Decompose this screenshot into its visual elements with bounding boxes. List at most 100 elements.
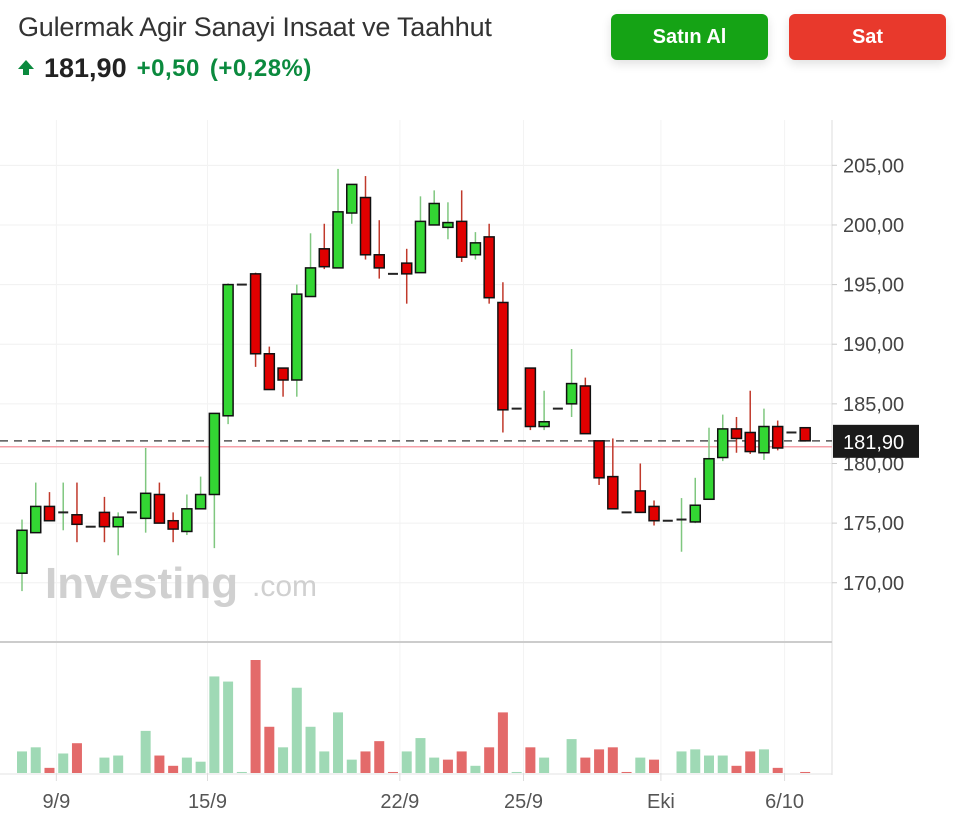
candle-body bbox=[483, 236, 495, 299]
candle-body bbox=[71, 514, 83, 526]
x-tick-label: 15/9 bbox=[188, 791, 227, 813]
last-price-label: 181,90 bbox=[843, 432, 904, 454]
candle bbox=[222, 283, 234, 425]
candle-body bbox=[43, 505, 56, 522]
candle-body bbox=[730, 428, 743, 440]
volume-bar bbox=[360, 751, 371, 773]
volume-bar bbox=[635, 757, 646, 773]
candle-body bbox=[689, 504, 702, 523]
candle-body bbox=[277, 367, 289, 381]
candle-body bbox=[565, 382, 578, 405]
volume-bar bbox=[731, 765, 742, 773]
candle-body bbox=[455, 220, 468, 258]
volume-bar bbox=[401, 751, 412, 773]
buy-button[interactable]: Satın Al bbox=[611, 14, 768, 60]
candle-body bbox=[524, 367, 537, 428]
candle-body bbox=[291, 293, 303, 381]
volume-bar bbox=[236, 771, 247, 773]
volume-bar bbox=[374, 741, 385, 773]
volume-bar bbox=[758, 749, 769, 773]
candle-body bbox=[181, 508, 193, 533]
volume-bar bbox=[346, 759, 357, 773]
candle bbox=[98, 496, 111, 543]
volume-bar bbox=[525, 747, 536, 773]
candle bbox=[483, 223, 495, 304]
candle bbox=[318, 223, 331, 270]
candle bbox=[181, 494, 193, 536]
candle-body bbox=[29, 505, 42, 534]
candle-body bbox=[593, 440, 605, 479]
candle bbox=[194, 476, 207, 510]
candle-body bbox=[744, 431, 756, 453]
y-tick-label: 200,00 bbox=[843, 215, 904, 237]
x-tick-label: 9/9 bbox=[42, 791, 70, 813]
candle-body bbox=[579, 385, 592, 435]
instrument-title: Gulermak Agir Sanayi Insaat ve Taahhut bbox=[18, 12, 492, 42]
volume-bar bbox=[484, 747, 495, 773]
volume-bar bbox=[649, 759, 660, 773]
candle-body bbox=[98, 511, 111, 528]
volume-bar bbox=[305, 726, 316, 773]
candle-body bbox=[373, 254, 385, 269]
candle bbox=[29, 482, 42, 534]
candle bbox=[455, 190, 468, 262]
candle-body bbox=[648, 505, 660, 522]
candle bbox=[758, 408, 770, 460]
candle-body bbox=[634, 490, 647, 514]
sell-button[interactable]: Sat bbox=[789, 14, 946, 60]
candle-body bbox=[428, 202, 440, 226]
candle bbox=[703, 427, 715, 501]
y-tick-label: 185,00 bbox=[843, 394, 904, 416]
candle-body bbox=[799, 426, 811, 442]
candle-body bbox=[139, 492, 152, 520]
candle bbox=[648, 500, 660, 526]
candle-body bbox=[758, 425, 770, 454]
volume-bar bbox=[456, 751, 467, 773]
investing-watermark-logo: Investing bbox=[45, 559, 238, 608]
candle bbox=[139, 447, 152, 533]
candle bbox=[771, 420, 784, 451]
volume-bar bbox=[594, 749, 605, 773]
last-price-badge bbox=[833, 424, 919, 458]
volume-bar bbox=[250, 660, 261, 773]
volume-bar bbox=[539, 757, 550, 773]
candle bbox=[565, 348, 578, 417]
volume-bar bbox=[690, 749, 701, 773]
volume-bar bbox=[140, 730, 151, 773]
candle bbox=[579, 377, 592, 435]
volume-bar bbox=[113, 755, 124, 773]
y-tick-label: 205,00 bbox=[843, 155, 904, 177]
volume-bar bbox=[704, 755, 714, 773]
candle bbox=[689, 477, 702, 524]
candle bbox=[346, 183, 358, 224]
investing-watermark-suffix: .com bbox=[252, 570, 317, 603]
candle bbox=[497, 282, 509, 433]
candle-body bbox=[607, 475, 619, 510]
candle-body bbox=[538, 420, 550, 428]
candle-body bbox=[208, 412, 221, 496]
candle-body bbox=[304, 267, 317, 298]
candle bbox=[167, 512, 179, 543]
volume-bar bbox=[319, 751, 330, 773]
candle-body bbox=[318, 248, 331, 268]
candle bbox=[442, 202, 454, 240]
price-change: +0,50 bbox=[136, 54, 200, 82]
volume-bar bbox=[772, 767, 783, 773]
candle bbox=[208, 412, 221, 549]
volume-bar bbox=[387, 771, 398, 773]
y-tick-label: 170,00 bbox=[843, 573, 904, 595]
candle-body bbox=[771, 425, 784, 449]
volume-bar bbox=[333, 712, 344, 773]
candle-body bbox=[442, 221, 454, 229]
volume-bar bbox=[58, 753, 69, 773]
volume-bar bbox=[607, 747, 618, 773]
candle bbox=[263, 346, 276, 391]
candle bbox=[730, 416, 743, 453]
volume-bar bbox=[415, 738, 426, 773]
candle bbox=[607, 438, 619, 510]
candle bbox=[373, 220, 385, 279]
candle bbox=[799, 426, 811, 442]
x-tick-label: 25/9 bbox=[504, 791, 543, 813]
candle bbox=[332, 168, 344, 269]
